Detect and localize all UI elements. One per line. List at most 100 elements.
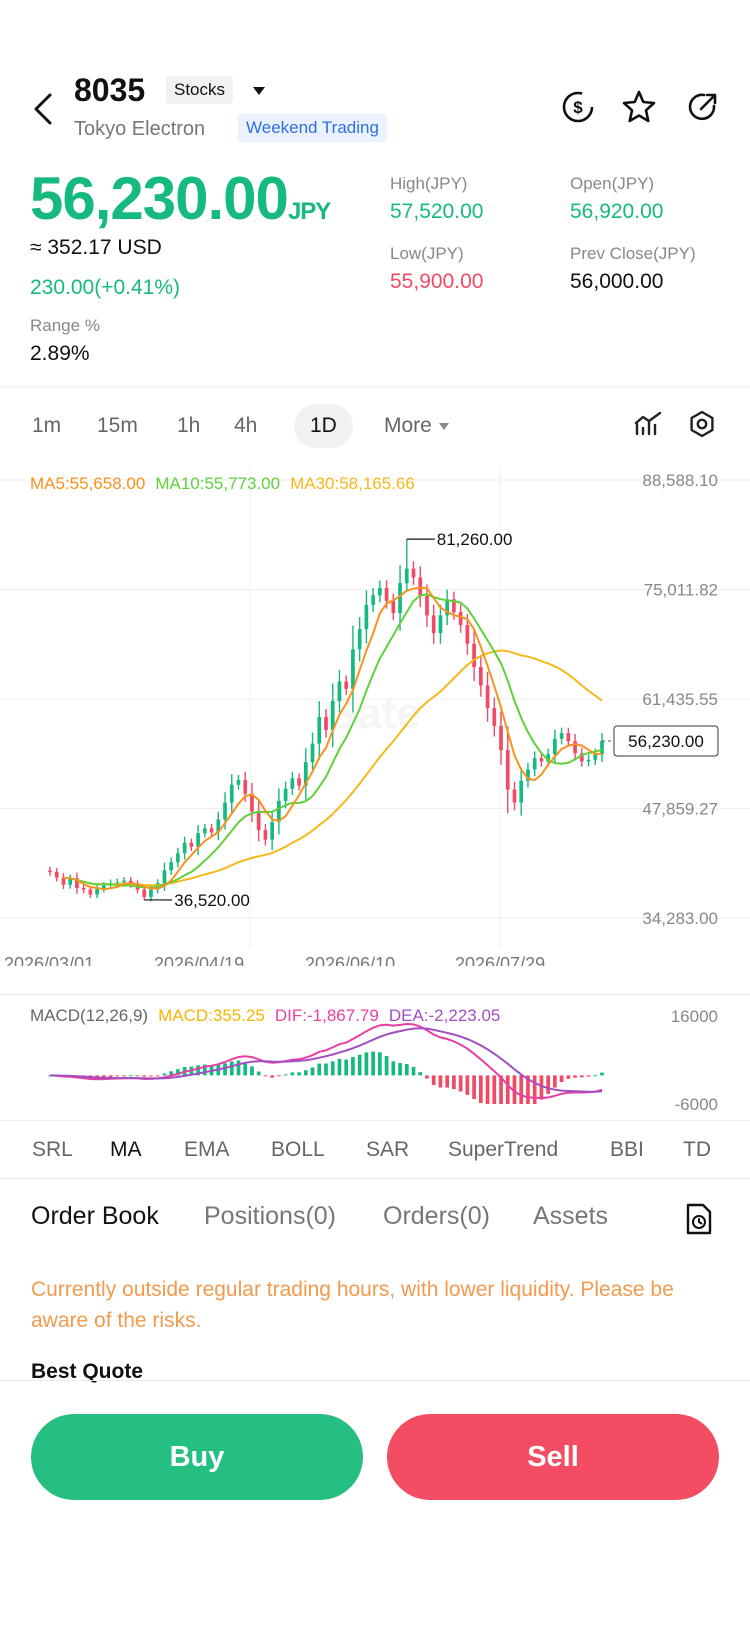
macd-histogram-bar bbox=[223, 1063, 227, 1076]
star-icon[interactable] bbox=[620, 88, 658, 126]
macd-histogram-bar bbox=[539, 1075, 544, 1100]
macd-histogram-bar bbox=[546, 1075, 550, 1094]
macd-histogram-bar bbox=[431, 1075, 436, 1086]
candle-body bbox=[492, 708, 497, 726]
svg-text:$: $ bbox=[573, 98, 583, 117]
candle-body bbox=[378, 587, 382, 596]
x-tick-label: 2026/03/01 bbox=[4, 954, 94, 966]
candle-body bbox=[310, 743, 315, 763]
macd-histogram-bar bbox=[438, 1075, 443, 1088]
macd-histogram-bar bbox=[519, 1075, 524, 1104]
caret-down-icon bbox=[438, 422, 449, 430]
candle-body bbox=[519, 780, 524, 803]
macd-histogram-bar bbox=[526, 1075, 530, 1104]
tab-indicator-boll[interactable]: BOLL bbox=[271, 1138, 325, 1161]
candle-body bbox=[202, 828, 207, 834]
indicator-chart-icon[interactable] bbox=[634, 410, 662, 438]
tab-positions[interactable]: Positions(0) bbox=[204, 1202, 336, 1230]
asset-type-selector[interactable]: Stocks bbox=[166, 76, 234, 104]
candle-body bbox=[162, 870, 167, 884]
candle-body bbox=[196, 833, 200, 847]
last-price-tag: 56,230.00 bbox=[628, 732, 704, 751]
macd-histogram-bar bbox=[337, 1058, 342, 1076]
candle-body bbox=[337, 681, 342, 701]
low-value: 55,900.00 bbox=[390, 270, 484, 293]
tab-timeframe-1h[interactable]: 1h bbox=[177, 414, 201, 437]
tab-indicator-ema[interactable]: EMA bbox=[184, 1138, 230, 1161]
tab-timeframe-4h[interactable]: 4h bbox=[234, 414, 258, 437]
open-label: Open(JPY) bbox=[570, 174, 655, 193]
tab-assets[interactable]: Assets bbox=[533, 1202, 609, 1230]
macd-histogram-bar bbox=[102, 1075, 106, 1078]
prev-close-value: 56,000.00 bbox=[570, 270, 664, 293]
ma30-line bbox=[90, 649, 603, 887]
macd-histogram-bar bbox=[122, 1075, 126, 1077]
macd-histogram-bar bbox=[559, 1075, 564, 1083]
candle-body bbox=[75, 878, 79, 889]
candle-body bbox=[149, 889, 153, 897]
macd-histogram-bar bbox=[169, 1071, 174, 1076]
tab-timeframe-1m[interactable]: 1m bbox=[32, 414, 62, 437]
candle-body bbox=[277, 800, 281, 822]
candle-body bbox=[54, 871, 59, 878]
order-history-icon[interactable] bbox=[684, 1202, 714, 1236]
price-currency: JPY bbox=[287, 198, 331, 225]
tab-timeframe-1d[interactable]: 1D bbox=[294, 404, 353, 448]
x-tick-label: 2026/06/10 bbox=[305, 954, 395, 966]
tab-timeframe-more[interactable]: More bbox=[384, 414, 450, 438]
range-label: Range % bbox=[30, 316, 100, 335]
macd-chart[interactable]: 16000 -6000 bbox=[0, 1000, 750, 1120]
macd-histogram-bar bbox=[324, 1063, 328, 1076]
tab-indicator-srl[interactable]: SRL bbox=[32, 1138, 73, 1161]
macd-histogram-bar bbox=[243, 1062, 248, 1076]
settings-icon[interactable] bbox=[688, 410, 716, 438]
macd-tick-label: -6000 bbox=[675, 1095, 718, 1114]
candle-body bbox=[546, 754, 550, 762]
tab-indicator-bbi[interactable]: BBI bbox=[610, 1138, 644, 1161]
macd-histogram-bar bbox=[236, 1060, 241, 1076]
candle-body bbox=[250, 793, 254, 812]
divider bbox=[0, 386, 750, 388]
macd-histogram-bar bbox=[330, 1061, 335, 1076]
macd-histogram-bar bbox=[478, 1075, 483, 1104]
tab-timeframe-15m[interactable]: 15m bbox=[97, 414, 138, 437]
macd-histogram-bar bbox=[600, 1072, 604, 1076]
candle-body bbox=[81, 888, 86, 890]
macd-histogram-bar bbox=[512, 1075, 517, 1104]
back-arrow-icon[interactable] bbox=[30, 92, 58, 126]
dollar-swap-icon[interactable]: $ bbox=[559, 88, 597, 126]
y-tick-label: 34,283.00 bbox=[642, 909, 718, 928]
usd-equivalent: ≈ 352.17 USD bbox=[30, 236, 162, 259]
caret-down-icon[interactable] bbox=[252, 86, 266, 96]
tab-indicator-td[interactable]: TD bbox=[683, 1138, 711, 1161]
candlestick-chart[interactable]: 88,588.10 75,011.82 61,435.55 47,859.27 34,2… bbox=[0, 466, 750, 966]
share-icon[interactable] bbox=[684, 88, 722, 126]
candle-body bbox=[526, 769, 530, 781]
candle-body bbox=[223, 802, 227, 820]
macd-histogram-bar bbox=[566, 1075, 571, 1079]
y-tick-label: 88,588.10 bbox=[642, 471, 718, 490]
sell-button[interactable]: Sell bbox=[387, 1414, 719, 1500]
tab-indicator-sar[interactable]: SAR bbox=[366, 1138, 410, 1161]
macd-histogram-bar bbox=[364, 1052, 369, 1076]
macd-histogram-bar bbox=[445, 1075, 450, 1088]
y-tick-label: 75,011.82 bbox=[644, 581, 718, 600]
macd-value: MACD:355.25 bbox=[158, 1006, 265, 1025]
high-value: 57,520.00 bbox=[390, 200, 484, 223]
buy-button[interactable]: Buy bbox=[31, 1414, 363, 1500]
candle-body bbox=[169, 862, 174, 871]
trading-hours-notice: Currently outside regular trading hours,… bbox=[31, 1278, 674, 1332]
tab-order-book[interactable]: Order Book bbox=[31, 1202, 159, 1230]
tab-orders[interactable]: Orders(0) bbox=[383, 1202, 490, 1230]
macd-histogram-bar bbox=[263, 1075, 268, 1077]
candle-body bbox=[243, 779, 248, 794]
macd-histogram-bar bbox=[411, 1067, 416, 1076]
tab-indicator-ma[interactable]: MA bbox=[110, 1138, 142, 1161]
macd-params: MACD(12,26,9) bbox=[30, 1006, 149, 1025]
candle-body bbox=[122, 880, 126, 883]
prev-close-label: Prev Close(JPY) bbox=[570, 244, 696, 263]
candle-body bbox=[283, 788, 288, 801]
candle-body bbox=[364, 604, 369, 630]
last-price-tag-box bbox=[613, 725, 719, 757]
tab-indicator-supertrend[interactable]: SuperTrend bbox=[448, 1138, 559, 1161]
